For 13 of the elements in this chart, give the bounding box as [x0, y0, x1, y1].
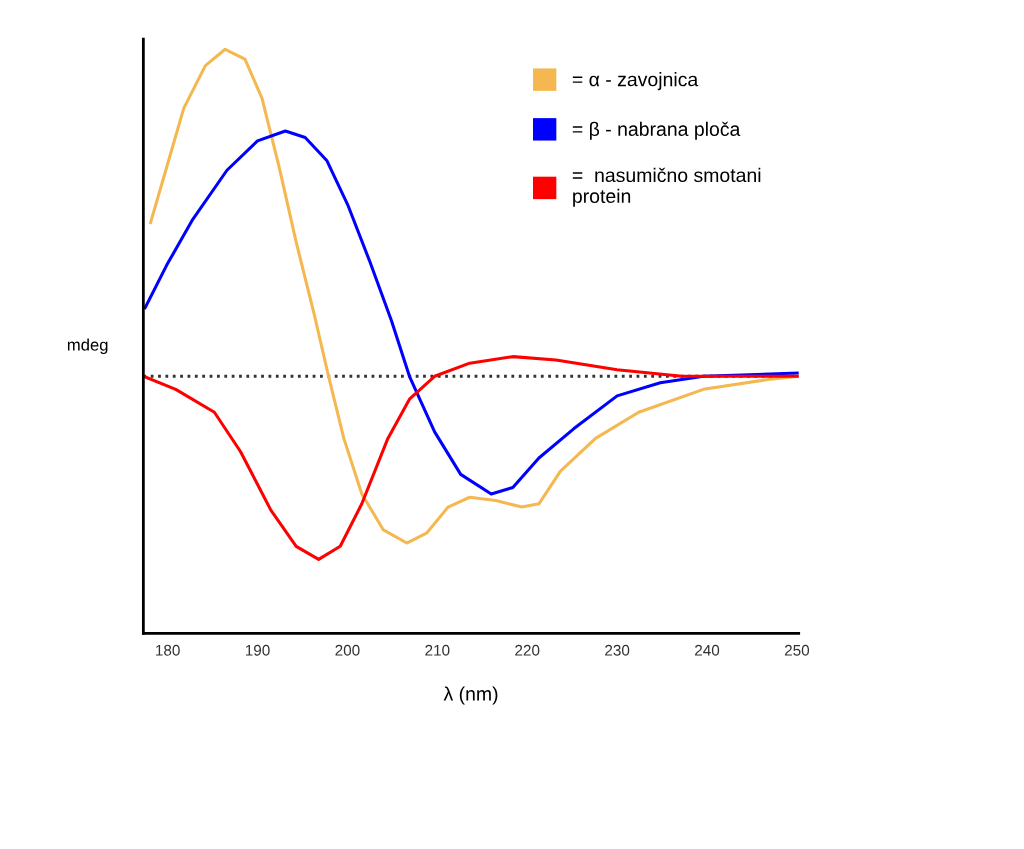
x-tick-label: 180	[156, 644, 180, 656]
legend-label: = nasumično smotani protein	[572, 167, 761, 207]
x-tick-label: 220	[515, 644, 540, 656]
x-tick-label: 190	[245, 644, 270, 656]
y-axis-title: mdeg	[67, 338, 108, 355]
x-axis-title: λ (nm)	[443, 686, 498, 705]
x-tick-label: 200	[335, 644, 360, 656]
x-tick-label: 230	[605, 644, 630, 656]
legend-label: = β - nabrana ploča	[572, 121, 741, 140]
legend-label: = α - zavojnica	[572, 72, 699, 91]
x-tick-label: 210	[425, 644, 450, 656]
x-tick-label: 250	[784, 644, 810, 656]
x-tick-label: 240	[695, 644, 720, 656]
